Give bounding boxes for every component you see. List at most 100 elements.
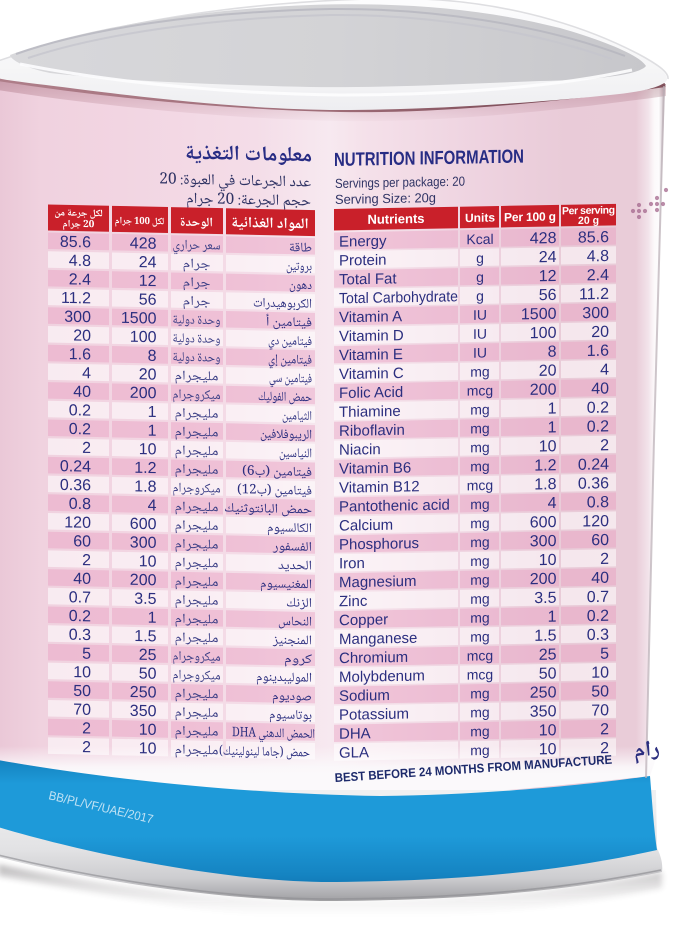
svg-text:Pantothenic acid: Pantothenic acid: [339, 497, 450, 516]
svg-text:3.5: 3.5: [134, 591, 156, 608]
svg-text:100: 100: [130, 329, 157, 347]
svg-text:0.8: 0.8: [69, 496, 91, 513]
svg-text:mg: mg: [470, 609, 489, 625]
svg-text:300: 300: [582, 305, 609, 322]
svg-text:NUTRITION INFORMATION: NUTRITION INFORMATION: [334, 147, 524, 171]
svg-text:0.36: 0.36: [60, 477, 91, 495]
svg-text:0.24: 0.24: [60, 458, 91, 476]
svg-text:200: 200: [530, 571, 557, 588]
svg-text:5: 5: [600, 646, 609, 663]
svg-text:mcg: mcg: [467, 647, 493, 663]
svg-text:mg: mg: [470, 553, 489, 569]
svg-text:1: 1: [148, 423, 157, 440]
svg-text:0.2: 0.2: [69, 421, 91, 438]
svg-text:mg: mg: [470, 401, 489, 417]
svg-text:8: 8: [548, 344, 557, 361]
svg-text:0.36: 0.36: [578, 475, 609, 493]
svg-text:20: 20: [539, 363, 557, 380]
svg-text:2: 2: [82, 739, 91, 756]
svg-text:Units: Units: [465, 211, 495, 226]
svg-text:20: 20: [73, 328, 91, 345]
svg-text:40: 40: [591, 380, 609, 397]
svg-text:2: 2: [82, 552, 91, 569]
svg-text:20: 20: [139, 366, 157, 383]
svg-text:mg: mg: [470, 628, 489, 644]
svg-text:Per 100 g: Per 100 g: [504, 209, 556, 224]
svg-text:Vitamin C: Vitamin C: [339, 365, 404, 383]
svg-text:g: g: [476, 269, 484, 285]
svg-text:250: 250: [530, 684, 557, 701]
svg-text:Phosphorus: Phosphorus: [339, 535, 419, 553]
svg-text:g: g: [476, 288, 484, 304]
svg-text:Manganese: Manganese: [339, 630, 417, 648]
svg-text:200: 200: [130, 572, 157, 590]
svg-text:Total Carbohydrate: Total Carbohydrate: [339, 288, 458, 307]
svg-text:mg: mg: [470, 439, 489, 455]
svg-text:Niacin: Niacin: [339, 441, 381, 459]
svg-text:Calcium: Calcium: [339, 517, 393, 535]
svg-text:11.2: 11.2: [61, 290, 91, 308]
svg-text:0.2: 0.2: [69, 608, 91, 625]
svg-text:Magnesium: Magnesium: [339, 573, 417, 591]
svg-text:300: 300: [64, 309, 91, 327]
svg-text:mg: mg: [470, 363, 489, 379]
svg-text:Folic Acid: Folic Acid: [339, 384, 403, 402]
svg-text:1.8: 1.8: [134, 478, 156, 495]
svg-text:Protein: Protein: [339, 252, 387, 270]
svg-text:1.2: 1.2: [534, 457, 556, 474]
svg-text:4: 4: [148, 497, 157, 514]
svg-text:120: 120: [582, 513, 609, 530]
svg-text:Per serving: Per serving: [562, 204, 615, 217]
svg-text:40: 40: [73, 384, 91, 401]
svg-text:2: 2: [600, 437, 609, 454]
svg-text:1.5: 1.5: [134, 628, 156, 645]
svg-text:0.7: 0.7: [69, 589, 91, 606]
svg-text:mg: mg: [470, 420, 489, 436]
svg-text:10: 10: [539, 438, 557, 455]
svg-text:10: 10: [139, 441, 157, 458]
svg-text:5: 5: [82, 646, 91, 663]
svg-text:4.8: 4.8: [69, 253, 91, 270]
svg-text:mg: mg: [470, 458, 489, 474]
svg-text:10: 10: [73, 664, 91, 681]
svg-text:10: 10: [139, 553, 157, 570]
svg-text:Vitamin A: Vitamin A: [339, 308, 402, 326]
svg-text:IU: IU: [473, 326, 487, 342]
svg-text:mcg: mcg: [467, 382, 493, 398]
svg-text:Sodium: Sodium: [339, 687, 390, 705]
svg-text:2: 2: [82, 720, 91, 737]
svg-text:50: 50: [591, 683, 609, 700]
svg-text:Iron: Iron: [339, 555, 365, 572]
svg-text:600: 600: [130, 516, 157, 534]
svg-text:60: 60: [73, 533, 91, 550]
svg-text:2: 2: [600, 551, 609, 568]
svg-text:600: 600: [530, 514, 557, 531]
svg-text:mg: mg: [470, 515, 489, 531]
svg-text:0.24: 0.24: [578, 456, 609, 474]
svg-text:Riboflavin: Riboflavin: [339, 422, 405, 440]
svg-text:1.2: 1.2: [134, 460, 156, 477]
svg-text:0.2: 0.2: [587, 418, 609, 435]
svg-text:IU: IU: [473, 344, 487, 360]
svg-text:4: 4: [82, 365, 91, 382]
svg-text:2.4: 2.4: [587, 267, 609, 284]
svg-text:0.8: 0.8: [587, 494, 609, 511]
svg-text:12: 12: [539, 268, 557, 285]
svg-text:300: 300: [530, 533, 557, 550]
svg-text:1: 1: [148, 610, 157, 627]
svg-text:mg: mg: [470, 591, 489, 607]
svg-text:DHA: DHA: [339, 725, 371, 743]
svg-text:10: 10: [539, 722, 557, 739]
svg-text:350: 350: [130, 703, 157, 721]
svg-text:Total Fat: Total Fat: [339, 270, 397, 288]
svg-text:2: 2: [600, 740, 609, 757]
svg-text:12: 12: [139, 273, 157, 290]
svg-text:428: 428: [130, 235, 157, 253]
svg-text:50: 50: [73, 683, 91, 700]
svg-text:10: 10: [539, 741, 557, 758]
svg-text:1.5: 1.5: [534, 628, 556, 645]
svg-text:8: 8: [148, 348, 157, 365]
svg-text:10: 10: [139, 740, 157, 757]
svg-text:428: 428: [530, 230, 557, 247]
svg-text:40: 40: [73, 571, 91, 588]
